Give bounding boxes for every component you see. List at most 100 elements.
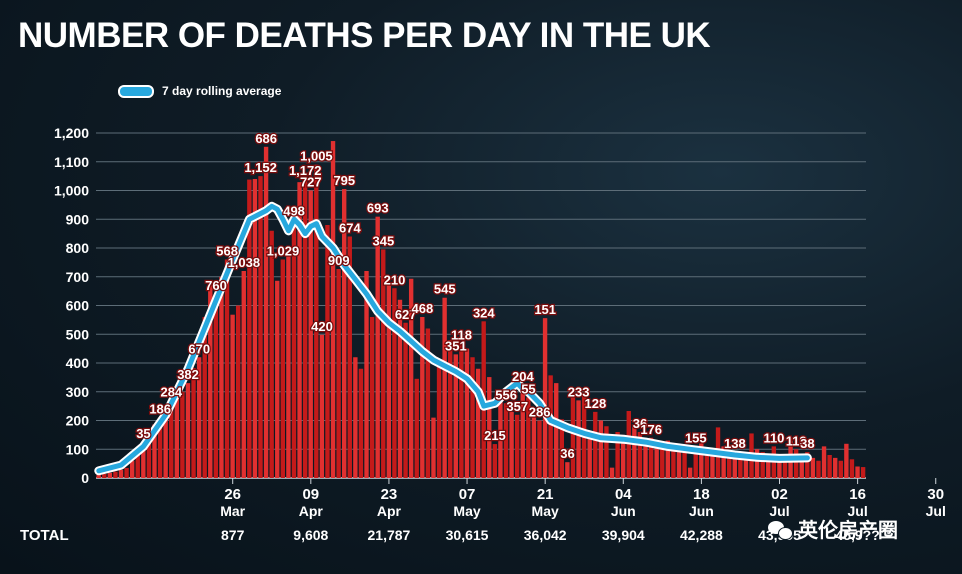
bar [235, 305, 241, 478]
data-label: 128 [585, 396, 607, 411]
bar [615, 432, 620, 478]
bar [598, 420, 604, 478]
data-label: 284 [160, 384, 182, 399]
bar [386, 284, 392, 478]
rolling-average-line [96, 203, 810, 474]
bar [353, 357, 358, 478]
bar [520, 384, 525, 478]
bar [230, 314, 235, 478]
bar [559, 419, 564, 478]
bar [492, 444, 498, 478]
bar [671, 449, 676, 478]
data-label: 760 [205, 278, 227, 293]
total-value: 45,9?? [835, 527, 879, 543]
bar [531, 416, 537, 478]
data-label: 215 [484, 428, 506, 443]
x-tick-day: 21 [537, 486, 554, 503]
bar [810, 457, 816, 478]
bar [475, 368, 481, 478]
y-tick-label: 100 [66, 441, 90, 457]
watermark-text: 英伦房产圈 [798, 520, 898, 542]
y-tick-label: 300 [66, 384, 90, 400]
data-label: 686 [255, 131, 277, 146]
bar [760, 452, 765, 478]
legend-label: 7 day rolling average [162, 84, 282, 98]
y-tick-label: 1,200 [54, 125, 89, 141]
bar [738, 455, 743, 478]
data-label: 1,152 [244, 160, 277, 175]
y-tick-label: 700 [66, 269, 90, 285]
bar [107, 472, 113, 478]
total-value: 9,608 [293, 527, 328, 543]
total-value: 36,042 [524, 527, 567, 543]
bar [838, 460, 843, 478]
data-label: 674 [339, 221, 361, 236]
bar [699, 443, 704, 478]
bar [163, 409, 168, 478]
data-label: 1,029 [267, 244, 300, 259]
x-tick-day: 18 [693, 486, 710, 503]
bar [241, 271, 246, 478]
bar [509, 411, 514, 478]
bar [297, 182, 302, 478]
bar [676, 452, 682, 478]
bar [252, 179, 258, 478]
bar [169, 400, 174, 478]
bar [782, 460, 788, 478]
data-label: 345 [373, 233, 395, 248]
x-tick-day: 30 [927, 486, 944, 503]
bar [174, 396, 179, 478]
data-label: 627 [395, 307, 417, 322]
bar [442, 297, 447, 478]
bar [654, 443, 659, 478]
bar [587, 434, 592, 478]
bar [286, 248, 291, 478]
bar [609, 467, 615, 478]
data-label: 204 [512, 369, 534, 384]
bar [514, 414, 520, 478]
bar [604, 426, 609, 478]
bar [710, 452, 715, 478]
data-label: 1,172 [289, 163, 322, 178]
bar [96, 474, 101, 478]
y-tick-label: 900 [66, 211, 90, 227]
bar [102, 473, 107, 478]
bar [660, 446, 665, 478]
bar [754, 449, 760, 478]
bar [247, 179, 252, 478]
total-value: 877 [221, 527, 245, 543]
bar [503, 403, 509, 478]
bar [665, 440, 671, 478]
x-tick-day: 23 [381, 486, 398, 503]
bar [487, 377, 492, 478]
x-tick-month: Apr [299, 503, 324, 519]
x-tick-day: 16 [849, 486, 866, 503]
bar [336, 268, 341, 478]
bar [208, 285, 213, 478]
bar [470, 357, 475, 478]
bar [464, 348, 470, 478]
bar [554, 383, 559, 478]
x-tick-day: 26 [224, 486, 241, 503]
data-label: 176 [640, 422, 662, 437]
bar [593, 411, 598, 478]
y-tick-label: 400 [66, 355, 90, 371]
bar [113, 471, 118, 478]
bar [548, 375, 553, 478]
data-label: 151 [534, 302, 556, 317]
data-label: 382 [177, 367, 199, 382]
bar [219, 276, 224, 478]
x-tick-month: Apr [377, 503, 402, 519]
bar [453, 354, 458, 478]
bar [570, 394, 576, 478]
data-label: 155 [685, 430, 707, 445]
y-tick-label: 1,000 [54, 183, 89, 199]
chart-title: NUMBER OF DEATHS PER DAY IN THE UK [18, 16, 711, 55]
bar [448, 340, 453, 478]
data-label: 545 [434, 282, 456, 297]
data-label: 670 [188, 341, 210, 356]
data-label: 35 [136, 426, 150, 441]
data-label: 324 [473, 305, 495, 320]
bar [202, 317, 207, 478]
data-label: 38 [800, 436, 814, 451]
